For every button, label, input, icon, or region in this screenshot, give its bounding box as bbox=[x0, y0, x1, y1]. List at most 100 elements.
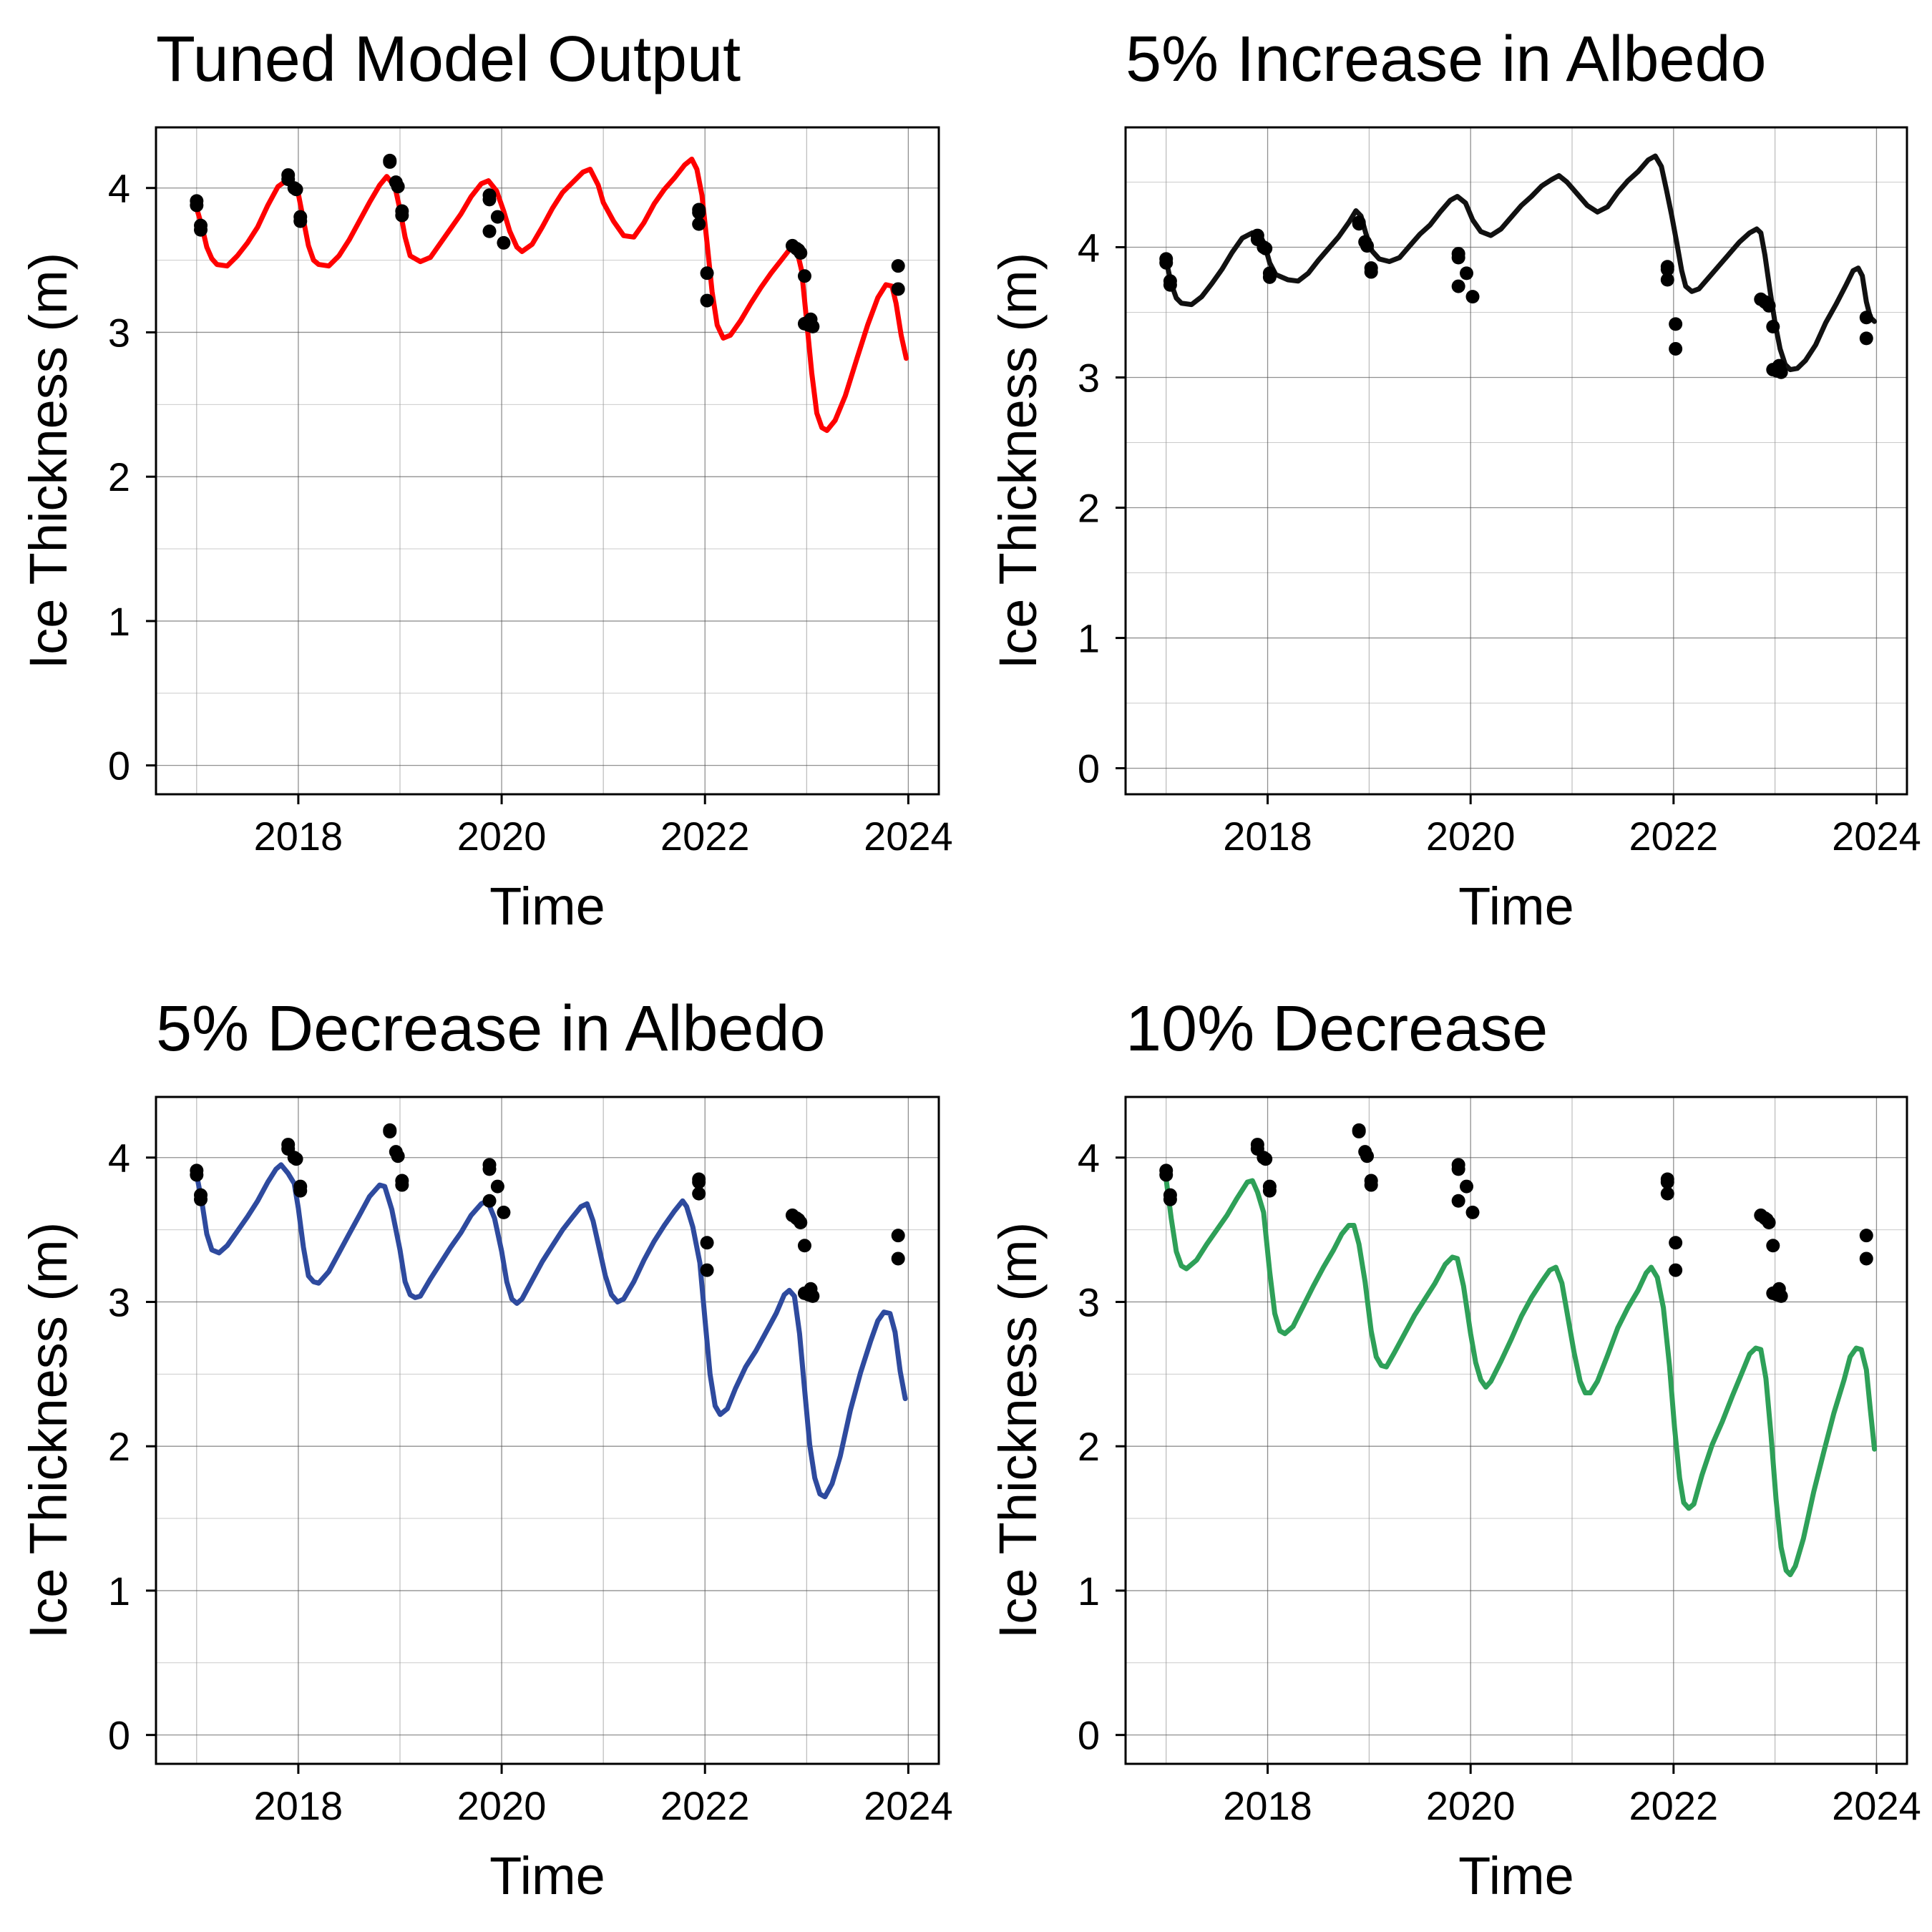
observation-point bbox=[1460, 1179, 1474, 1194]
series-line-1 bbox=[1163, 1176, 1878, 1578]
y-tick-label: 3 bbox=[1078, 1279, 1100, 1324]
observation-point bbox=[482, 1194, 497, 1208]
series-line-1 bbox=[194, 156, 909, 434]
y-axis-title: Ice Thickness (m) bbox=[19, 253, 78, 670]
observation-point bbox=[1660, 1175, 1674, 1189]
x-tick-label: 2024 bbox=[864, 814, 953, 859]
observation-point bbox=[289, 1152, 303, 1166]
minor-grid bbox=[156, 1097, 939, 1764]
observation-point bbox=[1762, 1216, 1776, 1230]
observation-point bbox=[194, 223, 208, 237]
observation-point bbox=[891, 259, 905, 273]
observation-point bbox=[1262, 270, 1277, 284]
observation-point bbox=[190, 198, 204, 213]
observation-point bbox=[794, 1216, 808, 1230]
observation-point bbox=[482, 192, 497, 207]
observation-point bbox=[797, 1239, 811, 1253]
observation-point bbox=[692, 1186, 706, 1201]
observation-point bbox=[700, 1263, 714, 1277]
observation-point bbox=[482, 1162, 497, 1176]
observation-point bbox=[490, 210, 504, 224]
observation-point bbox=[797, 269, 811, 283]
observation-point bbox=[1262, 1184, 1277, 1198]
y-tick-label: 2 bbox=[1078, 486, 1100, 531]
y-tick-label: 3 bbox=[108, 310, 130, 355]
observation-point bbox=[1762, 298, 1776, 313]
y-tick-label: 1 bbox=[1078, 616, 1100, 661]
observation-point bbox=[383, 1124, 397, 1138]
observation-point bbox=[1364, 265, 1378, 279]
observation-point bbox=[1669, 341, 1683, 356]
observation-point bbox=[1859, 1252, 1873, 1266]
y-axis-title: Ice Thickness (m) bbox=[988, 1222, 1048, 1639]
plot-frame bbox=[1124, 126, 1908, 796]
observation-point bbox=[1660, 1186, 1674, 1201]
y-tick-label: 0 bbox=[1078, 746, 1100, 791]
observation-point bbox=[194, 1192, 208, 1206]
plot-frame bbox=[155, 1096, 940, 1765]
observation-point bbox=[1669, 1236, 1683, 1250]
observation-point bbox=[692, 205, 706, 220]
observation-point bbox=[190, 1168, 204, 1182]
minor-grid bbox=[156, 127, 939, 794]
observation-point bbox=[1460, 266, 1474, 280]
observation-point bbox=[1163, 278, 1177, 292]
observation-point bbox=[1660, 262, 1674, 276]
major-grid bbox=[156, 127, 939, 794]
observation-point bbox=[806, 1289, 820, 1303]
observation-point bbox=[1859, 331, 1873, 346]
x-axis-title: Time bbox=[489, 877, 605, 936]
observation-point bbox=[1360, 1149, 1375, 1163]
y-tick-label: 4 bbox=[1078, 225, 1100, 270]
observation-point bbox=[1364, 1178, 1378, 1192]
x-tick-label: 2018 bbox=[254, 814, 343, 859]
observation-point bbox=[692, 1175, 706, 1189]
y-tick-label: 3 bbox=[1078, 356, 1100, 401]
x-tick-label: 2024 bbox=[1832, 814, 1921, 859]
y-axis-title: Ice Thickness (m) bbox=[19, 1222, 78, 1639]
minor-grid bbox=[1126, 1097, 1907, 1764]
observation-point bbox=[1465, 290, 1480, 304]
major-grid bbox=[1126, 1097, 1907, 1764]
observation-point bbox=[1259, 241, 1273, 255]
observation-points bbox=[1159, 1123, 1873, 1303]
series-line-1 bbox=[1163, 153, 1878, 373]
plot-frame bbox=[155, 126, 940, 796]
observation-points bbox=[190, 1123, 905, 1303]
x-tick-label: 2022 bbox=[1629, 1783, 1719, 1828]
observation-point bbox=[395, 1178, 409, 1192]
observation-point bbox=[391, 180, 405, 194]
observation-point bbox=[891, 1252, 905, 1266]
y-tick-label: 2 bbox=[108, 1424, 130, 1469]
observation-point bbox=[497, 1205, 511, 1219]
observation-point bbox=[891, 1229, 905, 1243]
y-tick-label: 1 bbox=[1078, 1568, 1100, 1614]
observation-point bbox=[1660, 273, 1674, 287]
observation-point bbox=[1163, 1192, 1177, 1206]
observation-point bbox=[1766, 320, 1780, 334]
y-tick-label: 0 bbox=[108, 1713, 130, 1758]
y-axis-title: Ice Thickness (m) bbox=[988, 253, 1048, 670]
y-tick-label: 2 bbox=[108, 454, 130, 499]
y-tick-label: 2 bbox=[1078, 1424, 1100, 1469]
observation-point bbox=[1159, 255, 1174, 270]
chart-panel-4: 0 1 2 3 4 2018 2020 2022 2024 10% Decrease Time Ice… bbox=[988, 993, 1921, 1906]
x-tick-label: 2024 bbox=[1832, 1783, 1921, 1828]
observation-point bbox=[806, 319, 820, 333]
x-tick-label: 2020 bbox=[1426, 1783, 1516, 1828]
major-grid bbox=[156, 1097, 939, 1764]
chart-title: 5% Increase in Albedo bbox=[1126, 24, 1767, 95]
observation-point bbox=[1669, 317, 1683, 331]
x-tick-label: 2020 bbox=[457, 814, 547, 859]
observation-point bbox=[490, 1179, 504, 1194]
observation-point bbox=[700, 1236, 714, 1250]
observation-point bbox=[1360, 239, 1375, 253]
major-grid bbox=[1126, 127, 1907, 794]
y-tick-label: 0 bbox=[1078, 1713, 1100, 1758]
series-line-1 bbox=[194, 1162, 908, 1500]
observation-point bbox=[1451, 279, 1465, 293]
observation-point bbox=[1451, 1194, 1465, 1208]
observation-point bbox=[1774, 1289, 1788, 1303]
y-tick-label: 0 bbox=[108, 743, 130, 789]
